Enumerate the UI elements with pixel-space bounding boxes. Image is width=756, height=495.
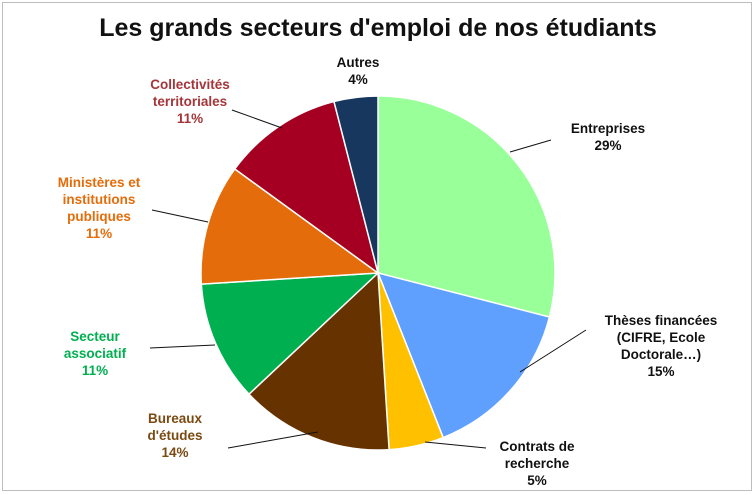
slice-percent: 15% xyxy=(647,364,675,379)
slice-label-text: territoriales xyxy=(152,94,228,109)
leader-line-5 xyxy=(151,209,209,223)
slice-label-6: Collectivités territoriales 11% xyxy=(110,76,270,127)
slice-label-4: Secteur associatif 11% xyxy=(40,328,150,379)
slice-label-text: Entreprises xyxy=(570,121,646,136)
slice-percent: 29% xyxy=(594,138,622,153)
pie-slice-5 xyxy=(200,167,381,285)
slice-percent: 5% xyxy=(527,473,547,488)
pie-slice-3 xyxy=(247,271,390,451)
slice-label-7: Autres 4% xyxy=(318,54,398,88)
slice-percent: 11% xyxy=(85,226,113,241)
leader-line-6 xyxy=(231,109,283,129)
pie-slice-7 xyxy=(333,95,379,274)
slice-label-text: d'études xyxy=(147,428,203,443)
slice-label-5: Ministères et institutions publiques 11% xyxy=(24,174,174,242)
leader-line-3 xyxy=(227,431,319,449)
chart-title: Les grands secteurs d'emploi de nos étud… xyxy=(99,14,657,42)
slice-label-text: publiques xyxy=(67,209,131,224)
leader-line-2 xyxy=(424,441,487,449)
slice-label-text: Bureaux xyxy=(147,411,203,426)
slice-label-1: Thèses financées (CIFRE, Ecole Doctorale…)… xyxy=(586,312,736,380)
slice-percent: 11% xyxy=(176,111,204,126)
slice-label-0: Entreprises 29% xyxy=(553,120,663,154)
leader-line-1 xyxy=(519,329,587,373)
slice-label-text: (CIFRE, Ecole xyxy=(616,330,706,345)
slice-label-text: associatif xyxy=(63,346,127,361)
slice-label-text: institutions xyxy=(62,192,136,207)
leader-line-4 xyxy=(149,344,216,349)
slice-label-text: Collectivités xyxy=(150,77,230,92)
slice-label-text: recherche xyxy=(504,456,570,471)
slice-percent: 4% xyxy=(348,72,368,87)
slice-label-3: Bureaux d'études 14% xyxy=(120,410,230,461)
slice-label-text: Autres xyxy=(336,55,380,70)
slice-label-2: Contrats de recherche 5% xyxy=(472,438,602,489)
pie-slice-0 xyxy=(377,95,556,318)
slice-label-text: Doctorale…) xyxy=(620,347,702,362)
slice-label-text: Contrats de xyxy=(499,439,575,454)
slice-percent: 14% xyxy=(161,445,189,460)
leader-line-0 xyxy=(509,139,552,153)
slice-label-text: Secteur xyxy=(70,329,120,344)
pie-slice-1 xyxy=(376,271,551,439)
pie-slice-4 xyxy=(200,272,381,396)
slice-label-text: Thèses financées xyxy=(604,313,718,328)
slice-percent: 11% xyxy=(81,363,109,378)
slice-label-text: Ministères et xyxy=(57,175,141,190)
